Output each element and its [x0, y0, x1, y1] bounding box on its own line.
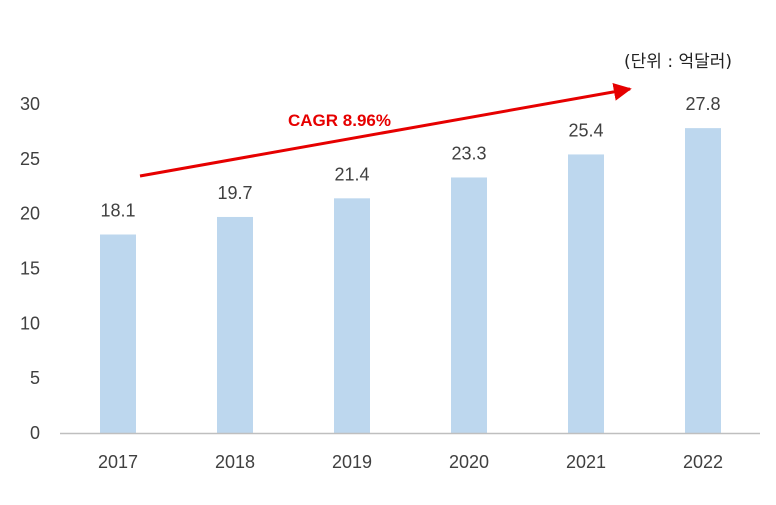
y-tick-label: 5: [30, 368, 40, 388]
bar-2018: [217, 216, 253, 433]
value-label-2022: 27.8: [685, 94, 720, 114]
y-tick-label: 0: [30, 423, 40, 443]
x-tick-label-2017: 2017: [98, 452, 138, 472]
bar-2017: [100, 234, 136, 433]
data-labels: 18.1 19.7 21.4 23.3 25.4 27.8: [100, 94, 720, 220]
unit-label: (단위 : 억달러): [624, 52, 732, 72]
value-label-2017: 18.1: [100, 201, 135, 221]
x-tick-label-2020: 2020: [449, 452, 489, 472]
y-tick-label: 20: [20, 204, 40, 224]
x-tick-label-2018: 2018: [215, 452, 255, 472]
value-label-2020: 23.3: [451, 143, 486, 163]
x-tick-label-2022: 2022: [683, 452, 723, 472]
y-axis: 0 5 10 15 20 25 30: [20, 94, 40, 443]
value-label-2019: 21.4: [334, 164, 369, 184]
bar-series: [100, 128, 721, 434]
bar-2020: [451, 177, 487, 433]
bar-2022: [685, 128, 721, 434]
value-label-2021: 25.4: [568, 120, 603, 140]
y-tick-label: 10: [20, 313, 40, 333]
y-tick-label: 30: [20, 94, 40, 114]
y-tick-label: 25: [20, 149, 40, 169]
cagr-annotation: CAGR 8.96%: [288, 111, 391, 130]
x-tick-label-2021: 2021: [566, 452, 606, 472]
value-label-2018: 19.7: [217, 183, 252, 203]
y-tick-label: 15: [20, 259, 40, 279]
cagr-trend-arrow: [139, 82, 632, 178]
bar-2019: [334, 198, 370, 433]
bar-2021: [568, 154, 604, 434]
x-axis: 2017 2018 2019 2020 2021 2022: [98, 452, 723, 472]
x-tick-label-2019: 2019: [332, 452, 372, 472]
